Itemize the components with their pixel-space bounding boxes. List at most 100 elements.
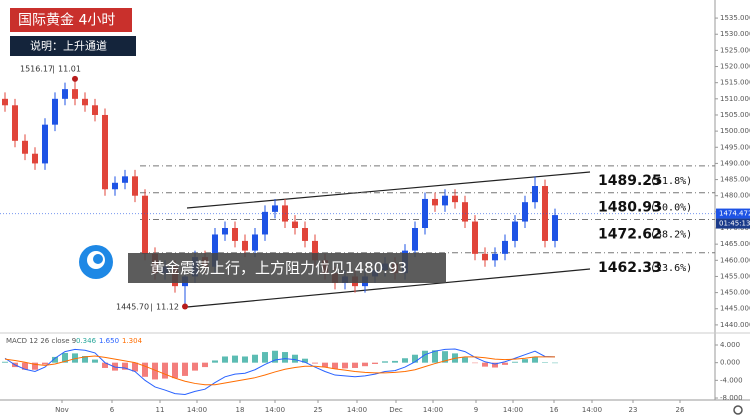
macd-pane: 4.000 0.000 -4.000 -8.000 MACD 12 26 close 9… bbox=[2, 337, 743, 402]
y-tick-label: 1500.000 bbox=[720, 127, 750, 135]
histogram-bar bbox=[222, 356, 228, 363]
histogram-bar bbox=[422, 350, 428, 363]
histogram-bar bbox=[212, 360, 218, 363]
candle-body bbox=[462, 202, 468, 222]
histogram-bar bbox=[442, 351, 448, 363]
x-tick-label: 14:00 bbox=[423, 406, 443, 414]
high-mark-price: 1516.17 bbox=[20, 65, 53, 74]
fib-pct: (50.0%) bbox=[650, 203, 692, 214]
candle-body bbox=[482, 253, 488, 261]
histogram-bar bbox=[182, 362, 188, 376]
histogram-bar bbox=[392, 360, 398, 363]
x-tick-label: 9 bbox=[474, 406, 478, 414]
histogram-bar bbox=[162, 362, 168, 379]
fib-price: 1489.25 bbox=[598, 173, 662, 189]
histogram-bar bbox=[402, 358, 408, 363]
x-tick-label: 16 bbox=[550, 406, 559, 414]
y-tick-label: 1490.000 bbox=[720, 159, 750, 167]
x-tick-label: Dec bbox=[389, 406, 403, 414]
histogram-bar bbox=[202, 362, 208, 368]
candle-body bbox=[442, 195, 448, 206]
candle-body bbox=[32, 153, 38, 164]
last-price-tag bbox=[716, 208, 750, 219]
histogram-bar bbox=[242, 356, 248, 363]
histogram-bar bbox=[302, 358, 308, 363]
histogram-bar bbox=[532, 356, 538, 363]
histogram-bar bbox=[322, 362, 328, 368]
histogram-bar bbox=[282, 352, 288, 363]
candle-body bbox=[422, 198, 428, 229]
fib-pct: (23.6%) bbox=[650, 263, 692, 274]
y-tick-label: 1505.000 bbox=[720, 111, 750, 119]
fib-price: 1472.62 bbox=[598, 227, 662, 243]
candle-body bbox=[242, 240, 248, 251]
title-box bbox=[10, 8, 132, 32]
histogram-bar bbox=[272, 350, 278, 363]
candle-body bbox=[512, 221, 518, 241]
y-tick-label: 1455.000 bbox=[720, 272, 750, 280]
histogram-bar bbox=[482, 362, 488, 367]
y-tick-label: 1445.000 bbox=[720, 305, 750, 313]
histogram-bar bbox=[122, 362, 128, 370]
histogram-bar bbox=[462, 357, 468, 363]
histogram-bar bbox=[252, 354, 258, 363]
high-mark-sep: | bbox=[52, 65, 55, 74]
settings-icon[interactable] bbox=[733, 405, 743, 415]
candle-body bbox=[52, 98, 58, 125]
y-tick-label: 0.000 bbox=[720, 359, 740, 367]
low-mark-date: 11.12 bbox=[156, 303, 179, 312]
x-tick-label: 14:00 bbox=[187, 406, 207, 414]
y-tick-label: -8.000 bbox=[720, 394, 743, 402]
note-box bbox=[128, 253, 446, 283]
indicator-title: MACD 12 26 close 9 bbox=[6, 337, 76, 345]
note-text: 黄金震荡上行，上方阻力位见1480.93 bbox=[150, 259, 407, 277]
high-mark-dot bbox=[72, 75, 78, 82]
low-mark-sep: | bbox=[150, 303, 153, 312]
y-tick-label: 1530.000 bbox=[720, 30, 750, 38]
histogram-bar bbox=[352, 362, 358, 368]
candle-body bbox=[112, 182, 118, 190]
axes: 1440.000 1445.000 1450.000 1455.000 1460.000… bbox=[0, 14, 750, 414]
fib-price: 1480.93 bbox=[598, 200, 662, 216]
candle-body bbox=[62, 89, 68, 99]
candle-body bbox=[222, 228, 228, 235]
histogram-bar bbox=[372, 362, 378, 364]
histogram-bar bbox=[312, 362, 318, 364]
histogram-bar bbox=[362, 362, 368, 367]
candle-body bbox=[302, 228, 308, 241]
histogram-bar bbox=[172, 362, 178, 379]
histogram-bar bbox=[292, 354, 298, 363]
y-tick-label: 1510.000 bbox=[720, 95, 750, 103]
signal-line bbox=[4, 355, 555, 386]
countdown-label: 01:45:13 bbox=[719, 220, 750, 228]
channel-lower bbox=[186, 268, 591, 308]
histogram-bar bbox=[142, 362, 148, 377]
histogram-bar bbox=[32, 362, 38, 370]
y-tick-label: 1460.000 bbox=[720, 256, 750, 264]
candle-body bbox=[42, 124, 48, 164]
histogram-bar bbox=[342, 362, 348, 369]
indicator-value: 0.346 bbox=[76, 337, 97, 345]
y-tick-label: 1440.000 bbox=[720, 321, 750, 329]
indicator-value: 1.304 bbox=[122, 337, 143, 345]
candle-body bbox=[252, 234, 258, 251]
histogram-bar bbox=[52, 356, 58, 363]
x-tick-label: 23 bbox=[629, 406, 638, 414]
histogram-bar bbox=[152, 362, 158, 380]
channel-upper bbox=[186, 171, 591, 209]
chart-title: 国际黄金 4小时 bbox=[18, 12, 115, 29]
candle-body bbox=[412, 228, 418, 251]
x-tick-label: Nov bbox=[55, 406, 69, 414]
x-tick-label: 14:00 bbox=[347, 406, 367, 414]
y-tick-label: 4.000 bbox=[720, 341, 740, 349]
candle-body bbox=[22, 140, 28, 154]
indicator-value: 1.650 bbox=[99, 337, 119, 345]
candle-body bbox=[532, 186, 538, 203]
x-tick-label: 25 bbox=[314, 406, 323, 414]
candle-body bbox=[432, 198, 438, 206]
subtitle-box bbox=[10, 36, 136, 56]
candle-body bbox=[552, 215, 558, 241]
candle-body bbox=[262, 211, 268, 235]
